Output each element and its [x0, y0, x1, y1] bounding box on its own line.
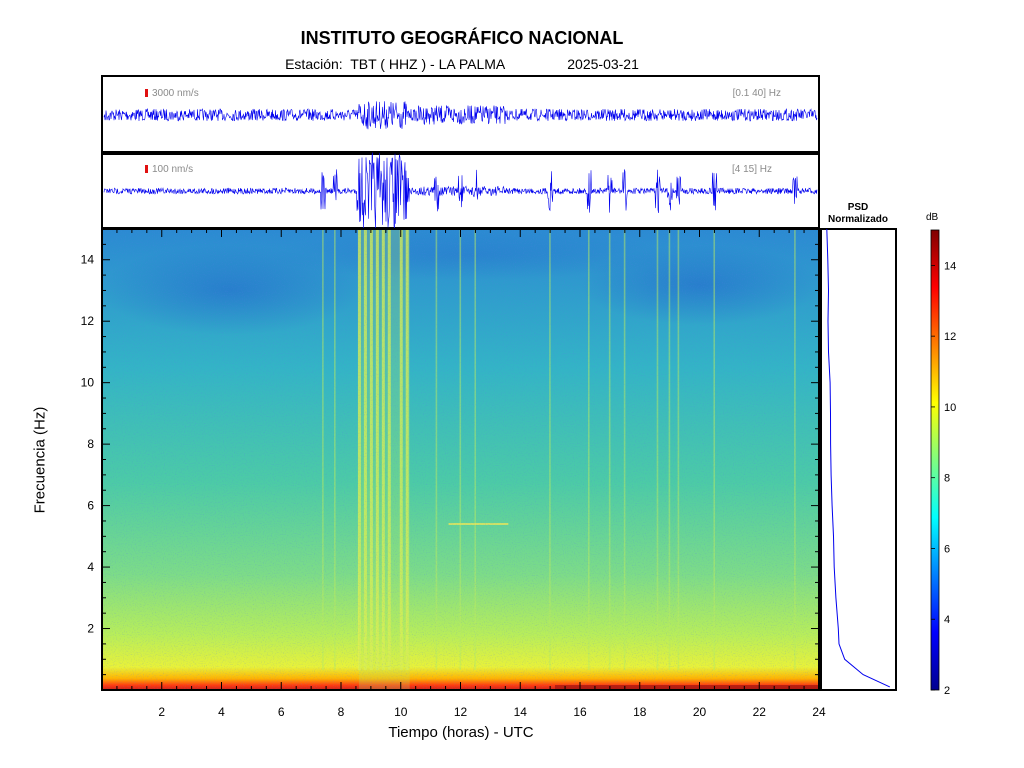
y-tick-label: 10: [81, 376, 95, 390]
x-tick-label: 22: [753, 705, 767, 719]
trace-1-scale: 3000 nm/s: [145, 88, 199, 99]
figure-subtitle: Estación: TBT ( HHZ ) - LA PALMA 2025-03-…: [0, 56, 924, 72]
colorbar-tick-label: 8: [944, 473, 950, 485]
y-tick-label: 8: [87, 437, 94, 451]
trace-panel-1: [101, 75, 820, 153]
y-axis-label: Frecuencia (Hz): [31, 406, 49, 514]
x-tick-label: 16: [573, 705, 587, 719]
x-tick-label: 10: [394, 705, 408, 719]
trace-1-scale-label: 3000 nm/s: [152, 88, 199, 99]
y-tick-label: 12: [81, 314, 95, 328]
x-tick-label: 12: [454, 705, 468, 719]
colorbar-tick-label: 6: [944, 543, 950, 555]
trace-1-filter: [0.1 40] Hz: [732, 88, 781, 99]
trace-2-scale-label: 100 nm/s: [152, 164, 194, 175]
x-axis-label: Tiempo (horas) - UTC: [388, 724, 534, 741]
x-tick-label: 20: [693, 705, 707, 719]
colorbar-label: dB: [926, 212, 939, 223]
trace-2-waveform: [103, 152, 818, 230]
x-tick-label: 14: [514, 705, 528, 719]
trace-2-filter: [4 15] Hz: [731, 164, 772, 175]
scale-marker-icon: [145, 89, 148, 97]
x-tick-label: 4: [218, 705, 225, 719]
psd-title: PSD Normalizado: [820, 202, 896, 226]
colorbar-tick-label: 2: [944, 685, 950, 697]
colorbar-tick-label: 14: [944, 260, 956, 272]
spectrogram-image: [100, 229, 820, 690]
psd-line: [826, 228, 891, 688]
psd-curve: [826, 228, 891, 688]
y-tick-label: 14: [81, 253, 95, 267]
psd-panel: [820, 228, 897, 691]
y-tick-label: 4: [87, 560, 94, 574]
colorbar-tick-label: 4: [944, 614, 950, 626]
y-axis: 2 4 6 8 10 12 14: [81, 228, 819, 676]
figure-title: INSTITUTO GEOGRÁFICO NACIONAL: [300, 28, 624, 48]
station-label: Estación: TBT ( HHZ ) - LA PALMA: [285, 56, 506, 72]
colorbar-ticks: 2 4 6 8 10 12 14: [931, 260, 956, 697]
date-label: 2025-03-21: [567, 56, 639, 72]
scale-marker-icon: [145, 165, 148, 173]
x-tick-label: 18: [633, 705, 647, 719]
x-tick-label: 8: [338, 705, 345, 719]
trace-2-scale: 100 nm/s: [145, 164, 193, 175]
colorbar-tick-label: 10: [944, 402, 956, 414]
x-axis: 2 4 6 8 10 12 14 16 18 20 22 24: [101, 229, 826, 719]
trace-1-waveform: [103, 101, 818, 130]
colorbar-tick-label: 12: [944, 331, 956, 343]
x-tick-label: 24: [812, 705, 826, 719]
y-tick-label: 2: [87, 622, 94, 636]
waveform-path: [103, 101, 818, 130]
colorbar: [930, 229, 940, 691]
x-tick-label: 2: [158, 705, 165, 719]
psd-title-text: PSD Normalizado: [827, 202, 888, 225]
x-tick-label: 6: [278, 705, 285, 719]
waveform-path: [103, 152, 818, 230]
y-tick-label: 6: [87, 499, 94, 513]
